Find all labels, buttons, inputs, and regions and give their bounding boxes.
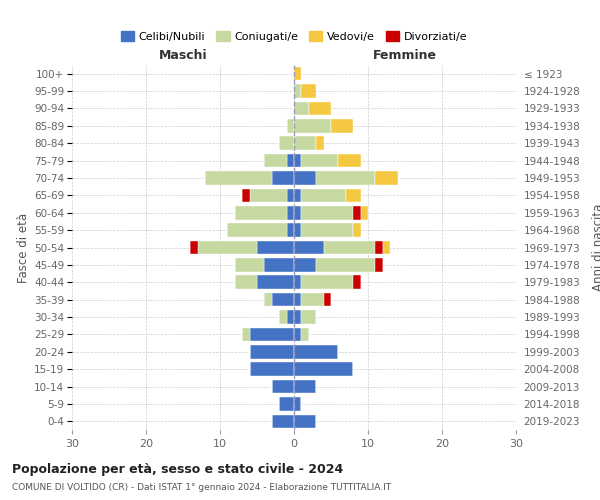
Bar (279, 136, 294, 150)
Bar (294, 414, 316, 428)
Bar (376, 240, 383, 254)
Bar (376, 171, 398, 185)
Bar (316, 171, 376, 185)
Bar (235, 206, 287, 220)
Bar (250, 188, 287, 202)
Bar (301, 84, 316, 98)
Bar (272, 171, 294, 185)
Text: Popolazione per età, sesso e stato civile - 2024: Popolazione per età, sesso e stato civil… (12, 462, 343, 475)
Bar (301, 224, 353, 237)
Bar (294, 84, 301, 98)
Bar (301, 310, 316, 324)
Bar (257, 276, 294, 289)
Bar (301, 328, 309, 341)
Bar (294, 293, 301, 306)
Bar (383, 240, 390, 254)
Bar (257, 240, 294, 254)
Bar (294, 171, 316, 185)
Bar (294, 258, 316, 272)
Bar (287, 154, 294, 168)
Bar (323, 240, 376, 254)
Bar (301, 293, 323, 306)
Bar (294, 102, 309, 115)
Bar (346, 188, 361, 202)
Bar (242, 328, 250, 341)
Bar (287, 224, 294, 237)
Bar (279, 397, 294, 410)
Bar (294, 240, 323, 254)
Bar (323, 293, 331, 306)
Bar (287, 206, 294, 220)
Bar (205, 171, 272, 185)
Bar (294, 380, 316, 394)
Bar (294, 328, 301, 341)
Bar (294, 136, 316, 150)
Bar (353, 276, 361, 289)
Y-axis label: Anni di nascita: Anni di nascita (592, 204, 600, 291)
Bar (294, 154, 301, 168)
Bar (272, 293, 294, 306)
Bar (301, 154, 338, 168)
Bar (190, 240, 198, 254)
Bar (250, 362, 294, 376)
Bar (279, 310, 287, 324)
Legend: Celibi/Nubili, Coniugati/e, Vedovi/e, Divorziati/e: Celibi/Nubili, Coniugati/e, Vedovi/e, Di… (116, 27, 472, 46)
Bar (198, 240, 257, 254)
Bar (235, 258, 265, 272)
Bar (265, 258, 294, 272)
Bar (353, 224, 361, 237)
Y-axis label: Fasce di età: Fasce di età (17, 212, 30, 282)
Bar (250, 345, 294, 358)
Bar (294, 310, 301, 324)
Bar (294, 397, 301, 410)
Bar (287, 310, 294, 324)
Bar (287, 119, 294, 132)
Bar (287, 188, 294, 202)
Bar (316, 136, 323, 150)
Bar (294, 224, 301, 237)
Bar (361, 206, 368, 220)
Bar (301, 276, 353, 289)
Bar (316, 258, 376, 272)
Text: Maschi: Maschi (158, 48, 208, 62)
Bar (376, 258, 383, 272)
Bar (301, 206, 353, 220)
Bar (272, 380, 294, 394)
Bar (235, 276, 257, 289)
Bar (301, 188, 346, 202)
Bar (294, 188, 301, 202)
Bar (338, 154, 361, 168)
Bar (294, 276, 301, 289)
Bar (294, 345, 338, 358)
Bar (242, 188, 250, 202)
Bar (294, 362, 353, 376)
Bar (294, 67, 301, 80)
Bar (272, 414, 294, 428)
Bar (227, 224, 287, 237)
Bar (331, 119, 353, 132)
Bar (265, 154, 287, 168)
Bar (265, 293, 272, 306)
Text: Femmine: Femmine (373, 48, 437, 62)
Bar (353, 206, 361, 220)
Bar (250, 328, 294, 341)
Bar (309, 102, 331, 115)
Text: COMUNE DI VOLTIDO (CR) - Dati ISTAT 1° gennaio 2024 - Elaborazione TUTTITALIA.IT: COMUNE DI VOLTIDO (CR) - Dati ISTAT 1° g… (12, 484, 391, 492)
Bar (294, 119, 331, 132)
Bar (294, 206, 301, 220)
